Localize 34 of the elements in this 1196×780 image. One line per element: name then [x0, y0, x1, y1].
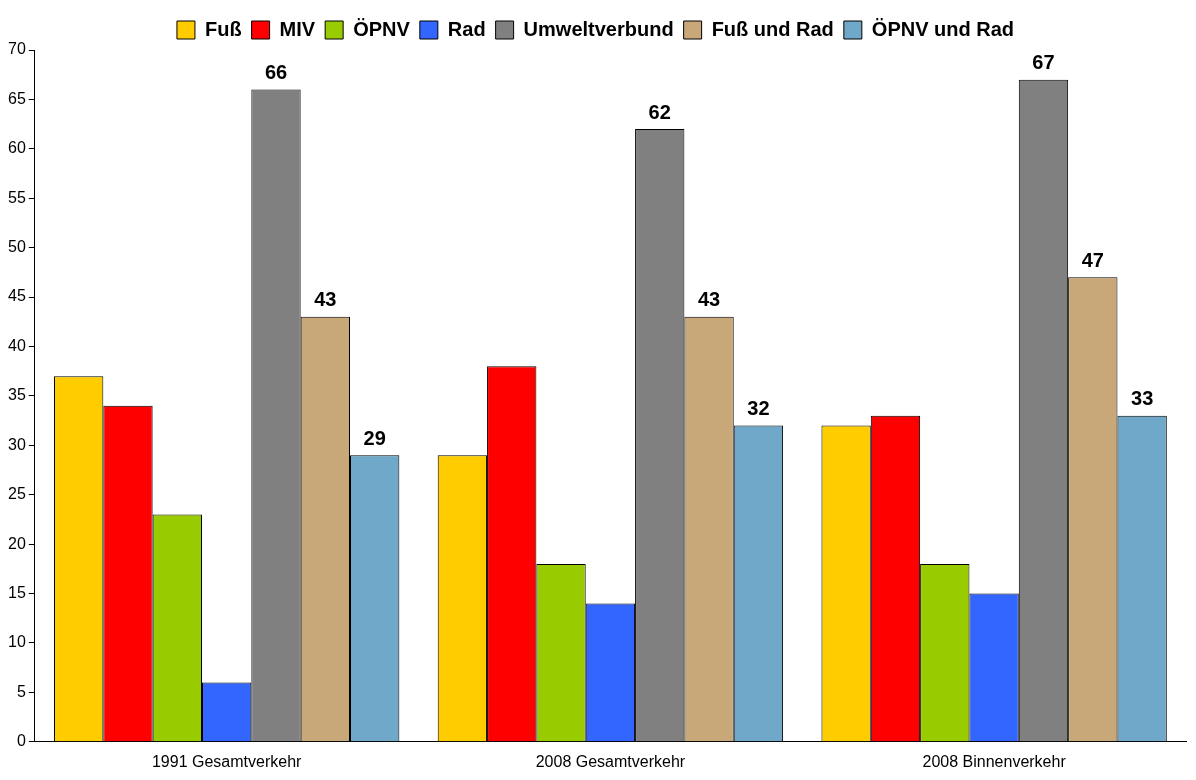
y-tick-label: 55 — [8, 188, 26, 206]
data-label: 33 — [1131, 387, 1154, 410]
legend-label: Rad — [447, 17, 486, 40]
data-label: 47 — [1081, 248, 1104, 271]
data-label: 66 — [264, 61, 288, 84]
legend-label: ÖPNV — [353, 17, 411, 40]
y-tick-label: 0 — [16, 732, 26, 750]
y-tick-label: 10 — [8, 633, 26, 651]
y-tick-label: 70 — [8, 40, 26, 58]
legend-label: Fuß und Rad — [711, 17, 834, 40]
y-tick-label: 30 — [8, 435, 26, 453]
y-tick-label: 50 — [8, 238, 26, 256]
data-label: 62 — [648, 100, 671, 123]
x-tick-label: 2008 Binnenverkehr — [922, 752, 1067, 770]
data-label: 43 — [314, 288, 337, 311]
y-tick-label: 65 — [8, 89, 26, 107]
legend-label: Fuß — [204, 17, 242, 40]
y-tick-label: 45 — [8, 287, 26, 305]
y-tick-label: 20 — [8, 534, 26, 552]
data-label: 43 — [697, 288, 721, 311]
data-label: 29 — [363, 426, 386, 449]
y-tick-label: 25 — [8, 485, 26, 503]
data-label: 67 — [1032, 51, 1055, 74]
y-tick-label: 35 — [8, 386, 26, 404]
legend-label: MIV — [279, 17, 316, 40]
y-tick-label: 40 — [8, 336, 26, 354]
x-tick-label: 1991 Gesamtverkehr — [151, 752, 303, 770]
y-tick-label: 15 — [8, 583, 26, 601]
legend-label: Umweltverbund — [523, 17, 674, 40]
legend-label: ÖPNV und Rad — [871, 17, 1015, 40]
y-tick-label: 5 — [16, 682, 26, 700]
y-tick-label: 60 — [8, 139, 26, 157]
data-label: 32 — [747, 397, 770, 420]
x-tick-label: 2008 Gesamtverkehr — [535, 752, 686, 770]
